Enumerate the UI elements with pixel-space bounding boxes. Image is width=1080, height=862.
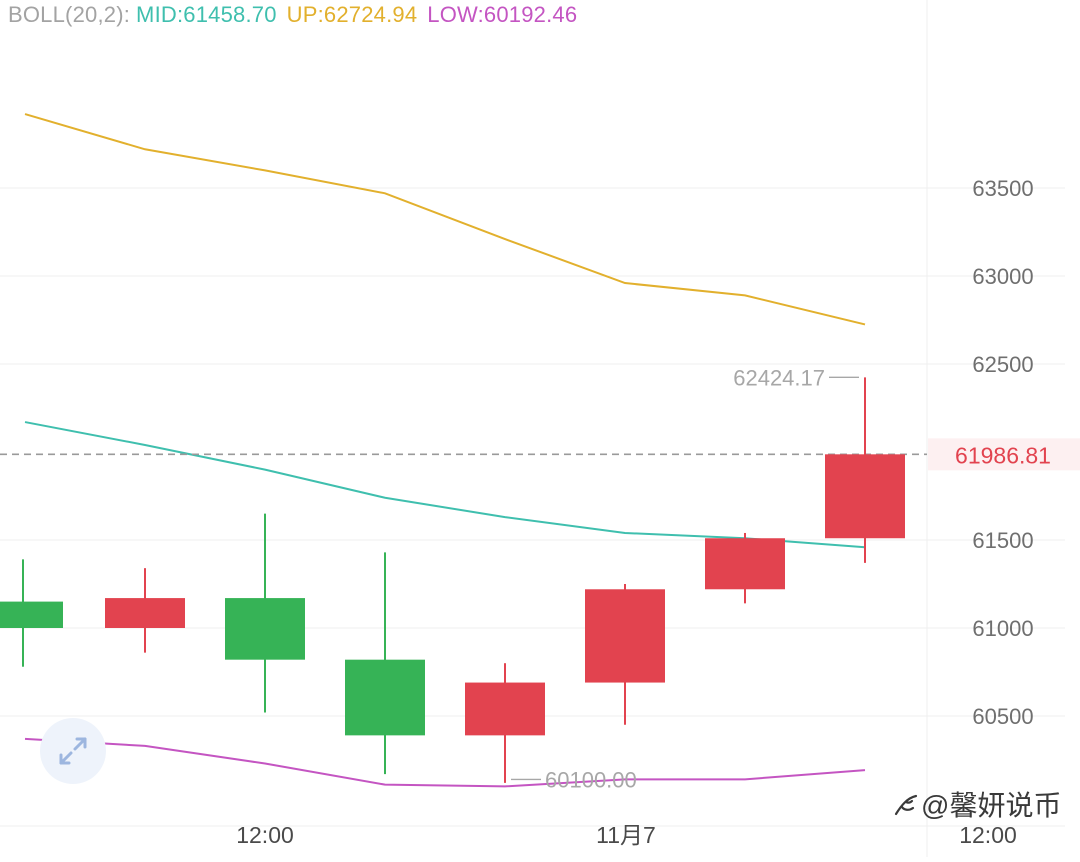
candle-body-1 [105,598,185,628]
low-value-label: LOW:60192.46 [427,2,578,27]
last-price-tag: 61986.81 [955,442,1051,468]
candle-4 [465,663,545,783]
up-value-label: UP:62724.94 [286,2,418,27]
y-tick-label-61000: 61000 [972,616,1033,641]
y-tick-label-61500: 61500 [972,528,1033,553]
x-tick-label-0: 12:00 [236,822,294,848]
watermark: @馨妍说币 [893,784,1061,824]
candles [0,377,905,783]
candle-body-5 [585,589,665,683]
candle-5 [585,584,665,725]
candle-body-3 [345,659,425,736]
boll-legend: BOLL(20,2): MID:61458.70 UP:62724.94 LOW:60… [8,2,587,28]
band-line-up [24,113,866,326]
candle-body-7 [825,454,905,539]
band-line-low [24,737,866,788]
band-line-mid [24,421,866,549]
last-price-tag-bg [928,438,1080,471]
bird-logo-icon [894,794,918,816]
mid-value-label: MID:61458.70 [136,2,277,27]
boll-indicator-label: BOLL(20,2): [8,2,131,27]
y-tick-label-62500: 62500 [972,352,1033,377]
candle-body-0 [0,601,63,628]
y-tick-label-63000: 63000 [972,264,1033,289]
bollinger-bands [0,113,927,788]
watermark-at: @ [921,790,950,821]
low-annotation-label: 60100.00 [545,767,637,792]
candle-2 [225,513,305,713]
y-tick-label-60500: 60500 [972,704,1033,729]
expand-chart-button[interactable] [40,718,106,784]
axis-labels: 61986.81 60500 61000 61500 62500 63000 63500 12… [236,176,1080,848]
x-tick-label-1: 11月7 [596,822,656,848]
candle-6 [705,532,785,604]
candle-1 [105,568,185,653]
candle-7 [825,377,905,563]
y-tick-label-63500: 63500 [972,176,1033,201]
watermark-text: 馨妍说币 [949,790,1062,821]
expand-arrows-icon [59,737,87,765]
x-tick-label-2: 12:00 [959,822,1017,848]
candle-body-4 [465,682,545,736]
high-annotation-label: 62424.17 [733,365,825,390]
candle-body-2 [225,598,305,660]
candle-body-6 [705,538,785,590]
candle-0 [0,559,63,667]
candle-3 [345,552,425,775]
